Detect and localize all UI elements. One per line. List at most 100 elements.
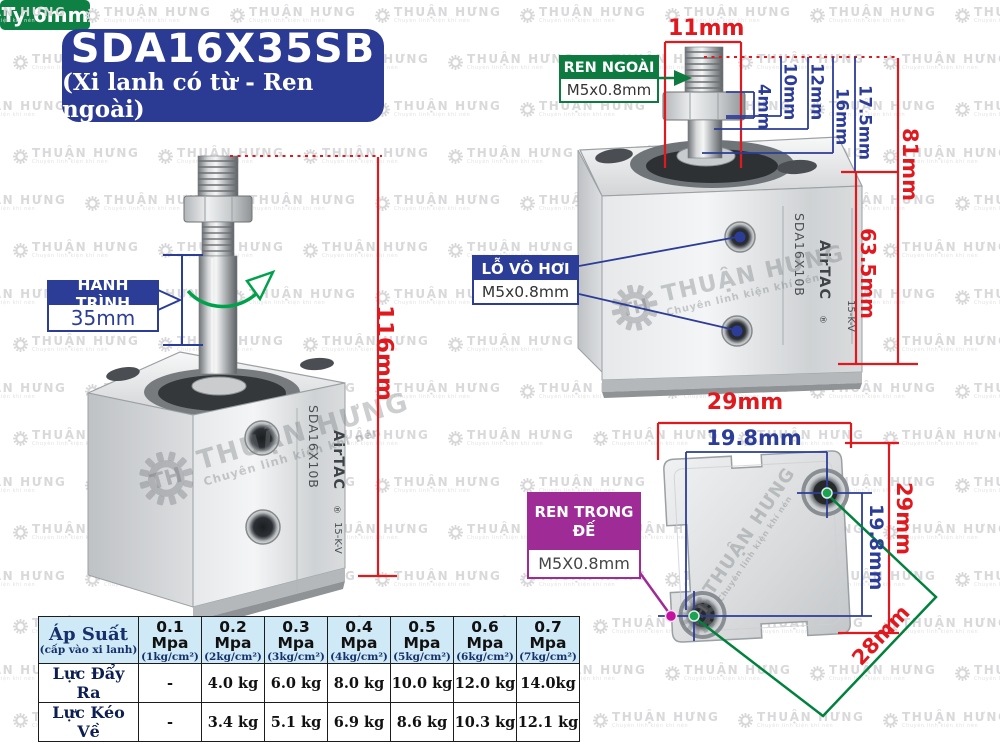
spec-value-cell: 4.0 kg xyxy=(201,663,265,704)
watermark-tagline: Chuyên linh kiện khí nén xyxy=(202,425,384,490)
stroke-callout: HÀNH TRÌNH 35mm xyxy=(47,276,159,332)
dim-81mm: 81mm xyxy=(898,128,922,201)
spec-table-row: Lực Đẩy Ra -4.0 kg 6.0 kg 8.0 kg 10.0 kg 12.0… xyxy=(38,663,580,704)
brand-gear-icon: TH xyxy=(132,445,199,512)
body-code-text: 15-K-V xyxy=(332,522,343,554)
body-model-text: SDA16X10B xyxy=(306,405,321,489)
spec-value-cell: - xyxy=(138,663,202,704)
stroke-label: HÀNH TRÌNH xyxy=(49,276,157,312)
external-thread-value: M5x0.8mm xyxy=(561,79,657,101)
left-view-photo: SDA16X10B AirTAC ® 15-K-V xyxy=(86,155,346,629)
dim-4mm: 4mm xyxy=(754,84,774,130)
spec-value-cell: 8.0 kg xyxy=(327,663,391,704)
dim-16mm: 16mm xyxy=(832,88,852,146)
brand-watermark-large: TH THUẬN HƯNG Chuyên linh kiện khí nén xyxy=(673,462,811,642)
front-view-rod xyxy=(662,46,746,159)
external-thread-callout: REN NGOÀI M5x0.8mm xyxy=(559,55,659,103)
spec-value-cell: 12.1 kg xyxy=(516,702,580,743)
spec-column-header: 0.1 Mpa (1kg/cm²) xyxy=(138,615,202,665)
bottom-view-photo xyxy=(663,450,851,643)
spec-table-header-row: Áp Suất (cấp vào xi lanh) 0.1 Mpa (1kg/cm²)… xyxy=(38,615,580,665)
title-block: SDA16X35SB (Xi lanh có từ - Ren ngoài) xyxy=(62,26,384,123)
piston-rod xyxy=(183,155,253,375)
internal-thread-value: M5X0.8mm xyxy=(529,550,639,577)
brand-watermark-large: TH THUẬN HƯNG Chuyên linh kiện khí nén xyxy=(132,382,417,512)
dim-29mm-right: 29mm xyxy=(892,482,916,555)
external-thread-label: REN NGOÀI xyxy=(561,57,657,79)
spec-column-header: 0.7 Mpa (7kg/cm²) xyxy=(516,615,580,665)
spec-value-cell: 6.0 kg xyxy=(264,663,328,704)
svg-text:AirTAC: AirTAC xyxy=(816,240,832,300)
spec-column-header: 0.6 Mpa (6kg/cm²) xyxy=(453,615,517,665)
spec-value-cell: 6.9 kg xyxy=(327,702,391,743)
dim-19_8mm-top: 19.8mm xyxy=(706,426,802,450)
dim-10mm: 10mm xyxy=(780,63,800,121)
product-model-title: SDA16X35SB xyxy=(70,26,376,73)
internal-thread-label-line1: REN TRONG xyxy=(534,503,634,522)
rod-diameter-callout: Ty 6mm xyxy=(0,0,90,30)
spec-value-cell: - xyxy=(138,702,202,743)
dim-63_5mm: 63.5mm xyxy=(856,228,880,320)
svg-text:SDA16X10B: SDA16X10B xyxy=(792,213,807,297)
mount-hole-bottom-left xyxy=(678,590,727,639)
spec-column-header: 0.5 Mpa (5kg/cm²) xyxy=(390,615,454,665)
dim-29mm-top: 29mm xyxy=(706,390,784,415)
spec-table-row: Lực Kéo Về -3.4 kg 5.1 kg 6.9 kg 8.6 kg 10.3 … xyxy=(38,702,580,743)
mount-hole-top-right xyxy=(801,468,850,517)
product-subtitle: (Xi lanh có từ - Ren ngoài) xyxy=(62,69,314,123)
left-view-port-top xyxy=(244,420,280,456)
spec-value-cell: 14.0kg xyxy=(516,663,580,704)
brand-gear-icon: TH xyxy=(607,280,663,336)
